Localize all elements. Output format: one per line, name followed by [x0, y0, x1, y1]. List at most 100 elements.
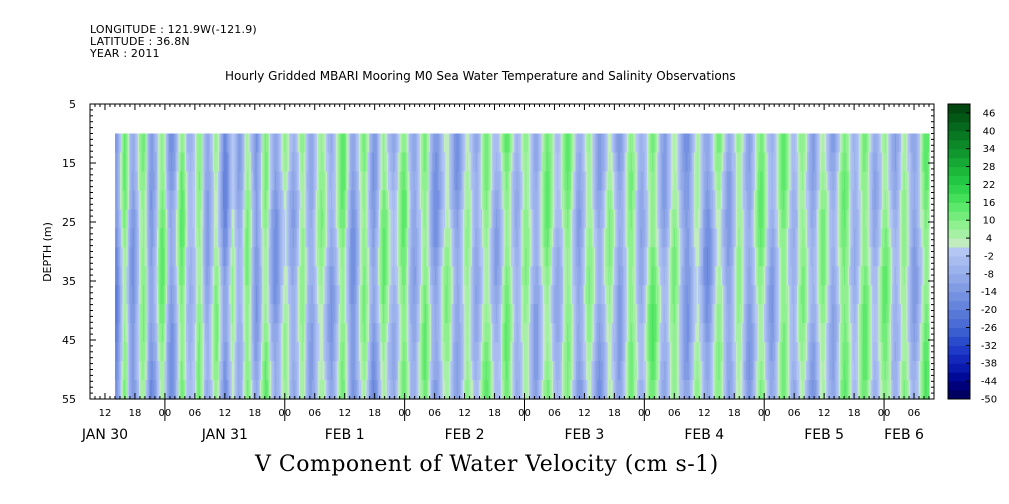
heat-cell [125, 171, 127, 191]
heat-cell [394, 323, 397, 343]
heat-cell [528, 209, 531, 229]
heat-cell [401, 133, 404, 154]
heat-cell [183, 342, 186, 362]
heat-cell [447, 133, 450, 154]
heat-cell [229, 171, 232, 191]
heat-cell [468, 171, 470, 191]
heat-cell [179, 361, 182, 381]
heat-cell [332, 304, 334, 324]
heat-cell [357, 361, 360, 381]
heat-cell [437, 247, 440, 267]
heat-cell [349, 247, 352, 267]
heat-cell [560, 266, 563, 286]
heat-cell [550, 304, 553, 324]
heat-cell [328, 361, 331, 381]
heat-cell [131, 247, 134, 267]
heat-cell [329, 133, 332, 154]
heat-cell [306, 323, 309, 343]
heat-cell [428, 171, 431, 191]
heat-cell [445, 133, 448, 154]
heat-cell [146, 285, 149, 305]
heat-cell [278, 285, 281, 305]
heat-cell [357, 285, 360, 305]
heat-cell [485, 304, 488, 324]
heat-cell [163, 247, 166, 267]
heat-cell [442, 228, 445, 248]
heat-cell [544, 361, 547, 381]
heat-cell [147, 152, 150, 173]
heat-cell [211, 133, 214, 154]
heat-cell [403, 323, 406, 343]
heat-cell [189, 323, 192, 343]
heat-cell [241, 323, 244, 343]
heat-cell [483, 152, 486, 173]
heat-cell [273, 190, 276, 210]
heat-cell [494, 171, 497, 191]
heat-cell [555, 323, 558, 343]
heat-cell [429, 285, 432, 305]
heat-cell [167, 304, 169, 324]
heat-cell [498, 133, 501, 154]
heat-cell [504, 361, 507, 381]
heat-cell [292, 380, 295, 400]
heat-cell [354, 380, 357, 400]
heat-cell [367, 209, 370, 229]
heat-cell [515, 266, 517, 286]
heat-cell [426, 304, 428, 324]
heat-cell [304, 266, 307, 286]
heat-cell [513, 304, 516, 324]
heat-cell [280, 209, 282, 229]
heat-cell [316, 304, 319, 324]
heat-cell [528, 247, 531, 267]
heat-cell [299, 152, 301, 173]
heat-cell [332, 361, 334, 381]
heat-cell [567, 228, 569, 248]
heat-cell [263, 152, 266, 173]
heat-cell [484, 190, 487, 210]
heat-cell [343, 190, 346, 210]
heat-cell [238, 323, 241, 343]
heat-cell [498, 361, 501, 381]
heat-cell [488, 323, 491, 343]
heat-cell [357, 209, 360, 229]
heat-cell [288, 304, 291, 324]
heat-cell [167, 247, 169, 267]
heat-cell [509, 342, 512, 362]
heat-cell [356, 380, 359, 400]
heat-cell [211, 304, 214, 324]
heat-cell [534, 285, 536, 305]
heat-cell [450, 152, 453, 173]
heat-cell [483, 190, 486, 210]
heat-cell [480, 342, 483, 362]
heat-cell [488, 228, 491, 248]
heat-cell [366, 304, 369, 324]
heat-cell [314, 152, 317, 173]
heat-cell [509, 361, 512, 381]
heat-cell [349, 190, 352, 210]
heat-cell [313, 171, 315, 191]
heat-cell [515, 380, 517, 400]
heat-cell [168, 228, 171, 248]
heat-cell [238, 190, 241, 210]
heat-cell [140, 380, 143, 400]
heat-cell [301, 323, 304, 343]
heat-cell [140, 152, 143, 173]
heat-cell [424, 304, 427, 324]
heat-cell [421, 247, 423, 267]
heat-cell [508, 171, 511, 191]
heat-cell [371, 247, 374, 267]
heat-cell [478, 342, 481, 362]
heat-cell [348, 361, 351, 381]
heat-cell [516, 133, 519, 154]
heat-cell [161, 304, 164, 324]
heat-cell [433, 190, 436, 210]
heat-cell [117, 228, 120, 248]
heat-cell [503, 152, 506, 173]
heat-cell [479, 342, 482, 362]
heat-cell [163, 361, 166, 381]
heat-cell [177, 133, 180, 154]
heat-cell [399, 323, 402, 343]
heat-cell [137, 247, 140, 267]
heat-cell [443, 247, 446, 267]
heat-cell [372, 266, 375, 286]
